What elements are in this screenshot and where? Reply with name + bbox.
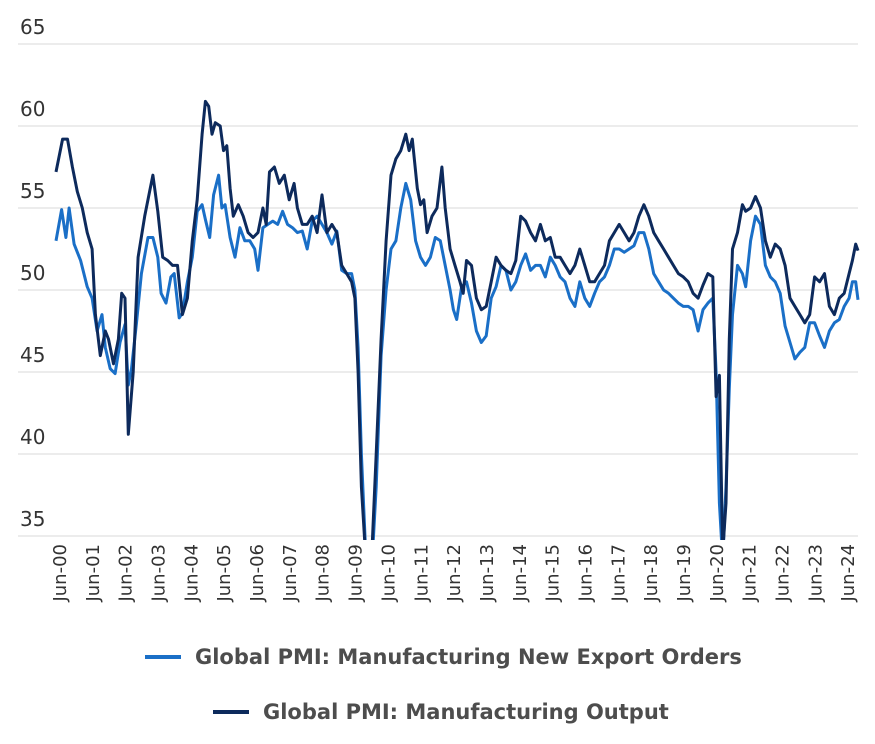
x-tick-label: Jun-16 — [575, 544, 596, 603]
x-tick-label: Jun-18 — [641, 544, 662, 603]
x-tick-label: Jun-05 — [214, 544, 235, 603]
legend: Global PMI: Manufacturing New Export Ord… — [0, 645, 875, 685]
x-tick-label: Jun-06 — [247, 544, 268, 603]
legend-swatch-export-orders — [145, 655, 181, 659]
x-tick-label: Jun-07 — [280, 544, 301, 603]
x-tick-label: Jun-09 — [346, 544, 367, 603]
x-tick-label: Jun-11 — [411, 544, 432, 603]
x-tick-label: Jun-00 — [50, 544, 71, 603]
x-tick-label: Jun-03 — [149, 544, 170, 603]
x-axis-ticks: Jun-00 Jun-01 Jun-02 Jun-03 Jun-04 Jun-05 Jun-… — [50, 544, 859, 603]
x-tick-label: Jun-24 — [838, 544, 859, 603]
x-tick-label: Jun-04 — [181, 544, 202, 603]
x-tick-label: Jun-23 — [805, 544, 826, 603]
x-tick-label: Jun-19 — [674, 544, 695, 603]
legend-label-export-orders: Global PMI: Manufacturing New Export Ord… — [195, 645, 742, 669]
legend-item-output[interactable]: Global PMI: Manufacturing Output — [213, 700, 669, 724]
x-tick-label: Jun-15 — [543, 544, 564, 603]
y-tick-label: 60 — [20, 97, 45, 121]
series-lines — [54, 99, 860, 540]
x-tick-label: Jun-14 — [510, 544, 531, 603]
x-tick-label: Jun-21 — [740, 544, 761, 603]
legend-item-export-orders[interactable]: Global PMI: Manufacturing New Export Ord… — [145, 645, 742, 669]
y-tick-label: 40 — [20, 425, 45, 449]
x-tick-label: Jun-17 — [608, 544, 629, 603]
y-axis-ticks: 35 40 45 50 55 60 65 — [20, 15, 45, 531]
series-line-output — [54, 99, 860, 540]
x-tick-label: Jun-22 — [773, 544, 794, 603]
y-tick-label: 65 — [20, 15, 45, 39]
legend-label-output: Global PMI: Manufacturing Output — [263, 700, 669, 724]
y-tick-label: 55 — [20, 179, 45, 203]
y-tick-label: 35 — [20, 507, 45, 531]
y-tick-label: 50 — [20, 261, 45, 285]
x-tick-label: Jun-12 — [444, 544, 465, 603]
x-tick-label: Jun-10 — [378, 544, 399, 603]
x-tick-label: Jun-01 — [83, 544, 104, 603]
x-tick-label: Jun-20 — [707, 544, 728, 603]
x-tick-label: Jun-13 — [477, 544, 498, 603]
legend-swatch-output — [213, 710, 249, 714]
x-tick-label: Jun-08 — [313, 544, 334, 603]
legend-row-2: Global PMI: Manufacturing Output — [0, 700, 875, 740]
y-tick-label: 45 — [20, 343, 45, 367]
x-tick-label: Jun-02 — [116, 544, 137, 603]
